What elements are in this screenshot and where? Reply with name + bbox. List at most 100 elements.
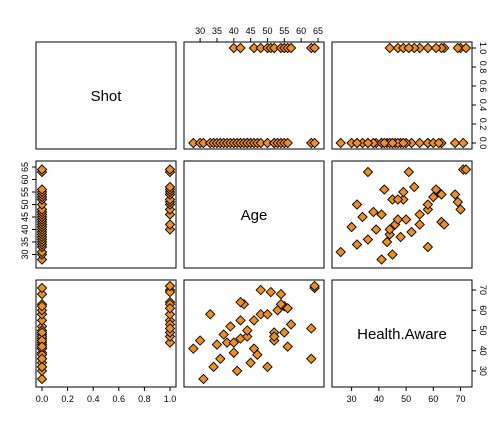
data-point (422, 199, 434, 210)
data-point (228, 347, 240, 358)
data-point (231, 365, 243, 377)
data-point (218, 329, 229, 340)
data-point (438, 219, 450, 230)
data-point (255, 284, 266, 296)
data-point (392, 194, 404, 205)
x-tick-label: 0.8 (138, 394, 151, 404)
y-tick-label: 30 (20, 249, 30, 259)
data-point (387, 137, 398, 149)
data-point (188, 343, 199, 354)
data-point (422, 241, 434, 253)
panel-3-3 (331, 279, 473, 388)
x-tick-label: 65 (313, 26, 323, 36)
data-point (387, 249, 398, 260)
data-point (36, 353, 48, 365)
data-point (215, 353, 226, 365)
data-point (164, 280, 176, 292)
panel-2-2 (183, 160, 325, 269)
data-point (252, 349, 263, 360)
data-point (204, 309, 216, 320)
data-point (285, 319, 297, 330)
data-point (400, 214, 412, 225)
y-tick-label: 1.0 (478, 42, 488, 55)
data-point (449, 189, 461, 200)
data-point (379, 184, 390, 195)
data-point (228, 337, 240, 348)
y-tick-label: 40 (20, 224, 30, 234)
data-point (449, 137, 461, 149)
data-point (335, 137, 346, 149)
data-point (384, 42, 395, 54)
data-point (458, 137, 469, 149)
y-tick-label: 0.8 (478, 61, 488, 74)
data-point (36, 315, 48, 326)
panel-3-1 (35, 279, 177, 388)
x-tick-label: 30 (347, 394, 357, 404)
panel-1-3 (331, 41, 473, 150)
data-point (164, 181, 176, 193)
y-tick-label: 60 (20, 174, 30, 184)
data-point (36, 341, 48, 352)
panel-2-1 (35, 160, 177, 269)
data-point (357, 211, 368, 223)
data-point (398, 186, 409, 198)
diag-label-shot: Shot (91, 88, 123, 105)
data-point (235, 315, 246, 326)
y-tick-label: 0.2 (478, 118, 488, 131)
data-point (268, 331, 280, 342)
data-point (362, 234, 374, 245)
data-point (194, 335, 206, 346)
data-point (275, 288, 287, 300)
data-point (164, 309, 176, 320)
x-tick-label: 50 (262, 26, 272, 36)
data-point (414, 137, 425, 149)
data-point (406, 226, 417, 238)
data-point (36, 361, 48, 373)
data-point (379, 137, 390, 149)
data-point (436, 189, 447, 200)
data-point (460, 42, 472, 54)
x-tick-label: 40 (374, 394, 384, 404)
panel-1-2 (183, 41, 325, 150)
data-point (262, 361, 273, 373)
data-point (242, 325, 253, 336)
data-point (346, 221, 357, 233)
data-point (335, 246, 346, 258)
y-tick-label: 65 (20, 162, 30, 172)
data-point (265, 286, 277, 298)
data-point (368, 206, 379, 218)
data-point (36, 184, 48, 195)
data-point (235, 296, 246, 308)
y-tick-label: 35 (20, 237, 30, 247)
data-point (376, 254, 387, 265)
data-point (309, 42, 320, 54)
data-point (198, 373, 209, 385)
data-point (225, 321, 236, 332)
data-point (164, 219, 176, 230)
y-tick-label: 50 (478, 325, 488, 335)
data-point (381, 236, 393, 248)
x-tick-label: 50 (401, 394, 411, 404)
y-tick-label: 0.0 (478, 137, 488, 150)
x-tick-label: 60 (296, 26, 306, 36)
data-point (282, 341, 293, 352)
diag-label-age: Age (241, 207, 268, 224)
data-point (422, 42, 434, 54)
y-tick-label: 50 (20, 199, 30, 209)
data-point (306, 353, 317, 365)
data-point (351, 239, 363, 250)
data-point (362, 137, 374, 149)
data-point (282, 137, 293, 149)
data-point (460, 164, 472, 175)
data-point (164, 286, 176, 298)
data-point (455, 204, 466, 215)
data-point (262, 309, 273, 320)
data-point (430, 184, 442, 195)
data-point (309, 280, 320, 292)
data-point (403, 42, 415, 54)
data-point (351, 137, 363, 149)
data-point (433, 137, 445, 149)
x-tick-label: 60 (428, 394, 438, 404)
data-point (414, 219, 425, 230)
panel-2-3 (331, 160, 473, 269)
